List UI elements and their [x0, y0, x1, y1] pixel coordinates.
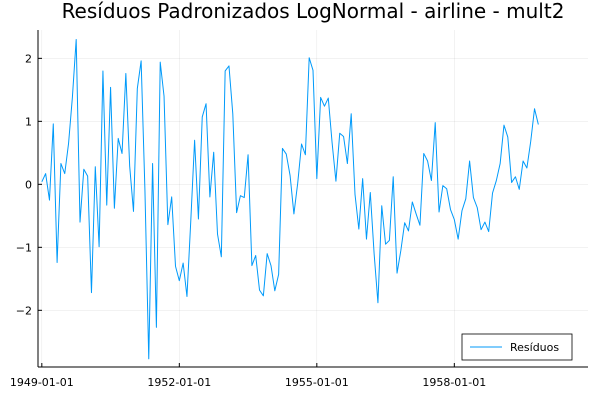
y-tick-label: 2 [25, 52, 32, 65]
x-tick-label: 1949-01-01 [10, 376, 74, 389]
x-tick-label: 1952-01-01 [147, 376, 211, 389]
legend: Resíduos [461, 333, 573, 361]
axes [37, 30, 588, 368]
y-tick-label: −2 [16, 304, 32, 317]
y-tick-label: 0 [25, 178, 32, 191]
y-tick-label: 1 [25, 115, 32, 128]
series-group [41, 38, 539, 360]
chart-title: Resíduos Padronizados LogNormal - airlin… [62, 0, 565, 23]
series-line-residuals [41, 38, 539, 360]
x-tick-label: 1958-01-01 [422, 376, 486, 389]
x-axis-ticks: 1949-01-01 1952-01-01 1955-01-01 1958-01-01 [10, 363, 486, 389]
grid [38, 30, 588, 367]
y-axis-ticks: −2 −1 0 1 2 [16, 52, 42, 317]
legend-label: Resíduos [510, 341, 559, 354]
x-tick-label: 1955-01-01 [285, 376, 349, 389]
y-tick-label: −1 [16, 241, 32, 254]
